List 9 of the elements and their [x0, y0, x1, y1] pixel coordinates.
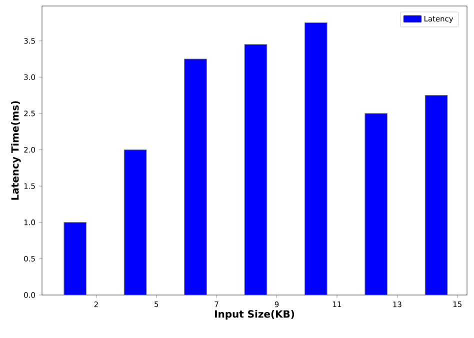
bar: [364, 113, 388, 295]
x-axis-title: Input Size(KB): [215, 310, 294, 320]
bar: [64, 222, 87, 295]
bar: [304, 22, 328, 295]
bar: [244, 44, 268, 295]
y-axis-title: Latency Time(ms): [11, 101, 21, 200]
bar: [124, 149, 147, 295]
bar: [424, 95, 448, 295]
bar: [184, 58, 207, 295]
